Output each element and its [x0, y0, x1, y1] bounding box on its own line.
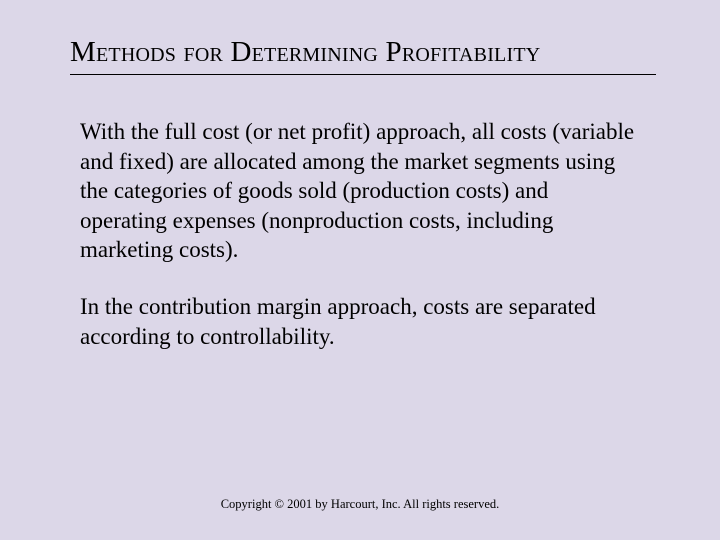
paragraph-1: With the full cost (or net profit) appro…	[70, 117, 656, 264]
slide-container: Methods for Determining Profitability Wi…	[0, 0, 720, 540]
paragraph-2: In the contribution margin approach, cos…	[70, 292, 656, 351]
copyright-footer: Copyright © 2001 by Harcourt, Inc. All r…	[0, 497, 720, 512]
slide-title: Methods for Determining Profitability	[70, 34, 656, 75]
